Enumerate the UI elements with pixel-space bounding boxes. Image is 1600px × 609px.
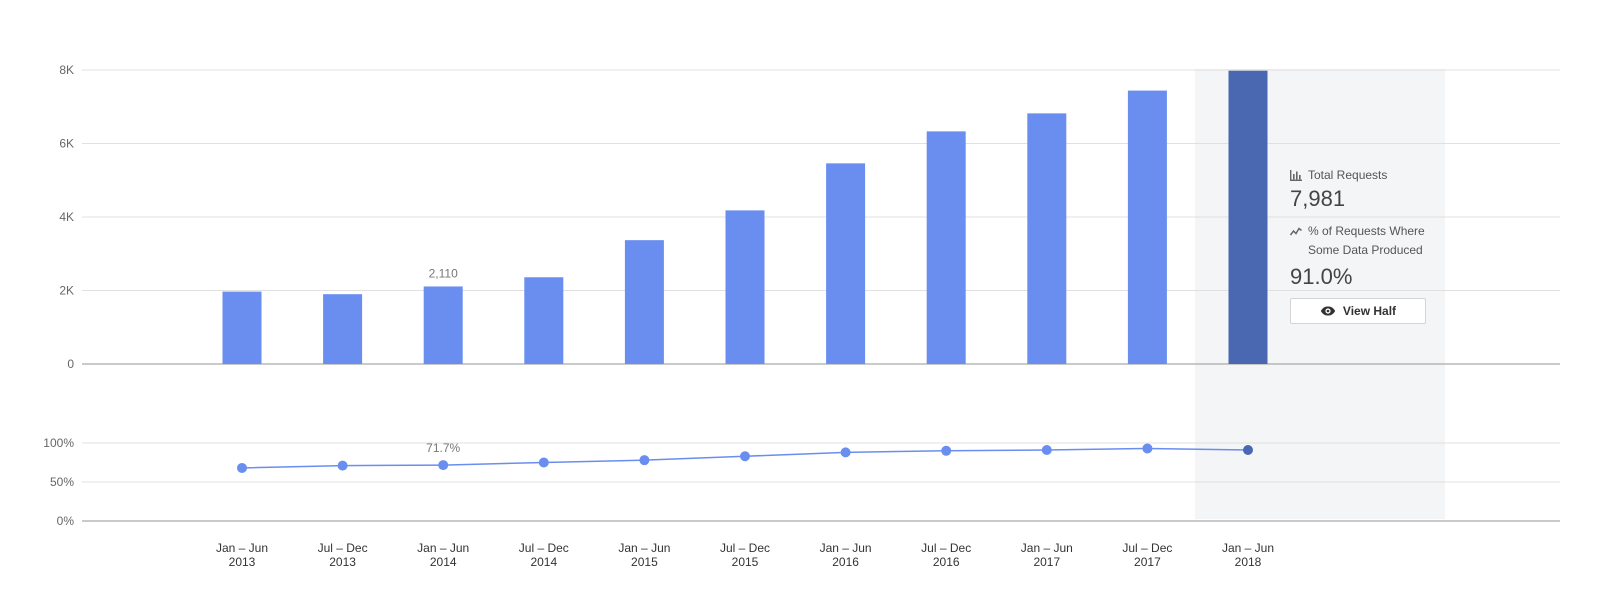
line-point (538, 457, 549, 468)
percent-requests-row: % of Requests Where Some Data Produced (1290, 222, 1432, 260)
period-tooltip: Total Requests 7,981 % of Requests Where… (1290, 168, 1432, 324)
eye-icon (1320, 306, 1336, 316)
total-requests-row: Total Requests (1290, 168, 1432, 182)
percent-requests-value: 91.0% (1290, 264, 1353, 289)
bar (423, 286, 463, 364)
total-requests-label: Total Requests (1308, 168, 1388, 182)
bar-y-tick-label: 8K (59, 63, 74, 77)
bar (826, 163, 866, 364)
x-axis-label: Jan – Jun 2013 (216, 541, 268, 569)
x-axis-label: Jul – Dec 2015 (720, 541, 770, 569)
line-chart-icon (1290, 227, 1302, 236)
x-axis-label: Jan – Jun 2014 (417, 541, 469, 569)
line-point (337, 460, 348, 471)
percent-requests-label: % of Requests Where Some Data Produced (1308, 224, 1425, 257)
x-axis-label: Jan – Jun 2016 (820, 541, 872, 569)
x-axis-label: Jul – Dec 2013 (318, 541, 368, 569)
line-point (840, 447, 851, 458)
line-point (941, 445, 952, 456)
total-requests-value: 7,981 (1290, 186, 1346, 211)
bar-chart-grid: 0 2K 4K 6K 8K (59, 63, 1560, 371)
x-axis-labels: Jan – Jun 2013 Jul – Dec 2013 Jan – Jun 2014 J… (216, 541, 1274, 569)
bar-y-tick-label: 4K (59, 210, 74, 224)
bar-series (222, 70, 1268, 365)
line-chart-grid: 0% 50% 100% (43, 436, 1560, 528)
bar (1027, 113, 1067, 365)
line-data-label: 71.7% (426, 441, 460, 455)
x-axis-label: Jan – Jun 2017 (1021, 541, 1073, 569)
x-axis-label: Jul – Dec 2014 (519, 541, 569, 569)
bar-data-label: 2,110 (429, 266, 458, 280)
x-axis-label: Jul – Dec 2017 (1122, 541, 1172, 569)
view-half-button[interactable]: View Half (1290, 298, 1426, 324)
bar-y-tick-label: 2K (59, 284, 74, 298)
bar (524, 277, 564, 364)
bar (222, 291, 262, 364)
line-point (1243, 445, 1253, 456)
bar (725, 210, 765, 364)
line-point (639, 455, 650, 466)
line-point (1142, 443, 1153, 454)
line-series (237, 443, 1253, 473)
line-y-tick-label: 50% (50, 475, 74, 489)
line-y-tick-label: 0% (57, 514, 75, 528)
line-y-tick-label: 100% (43, 436, 74, 450)
bar-y-tick-label: 0 (67, 357, 74, 371)
view-half-label: View Half (1342, 304, 1397, 318)
line-point (1041, 445, 1052, 456)
x-axis-label: Jul – Dec 2016 (921, 541, 971, 569)
bar (1228, 70, 1268, 365)
line-point (740, 451, 750, 462)
x-axis-label: Jan – Jun 2015 (618, 541, 670, 569)
bar-y-tick-label: 6K (59, 137, 74, 151)
bar (624, 240, 664, 364)
bar (926, 131, 966, 364)
bar (1127, 90, 1167, 364)
line-point (438, 460, 449, 471)
bar-chart-icon (1290, 169, 1302, 181)
line-point (237, 462, 247, 473)
x-axis-label: Jan – Jun 2018 (1222, 541, 1274, 569)
data-labels: 2,110 71.7% (426, 266, 460, 455)
bar (323, 294, 363, 364)
